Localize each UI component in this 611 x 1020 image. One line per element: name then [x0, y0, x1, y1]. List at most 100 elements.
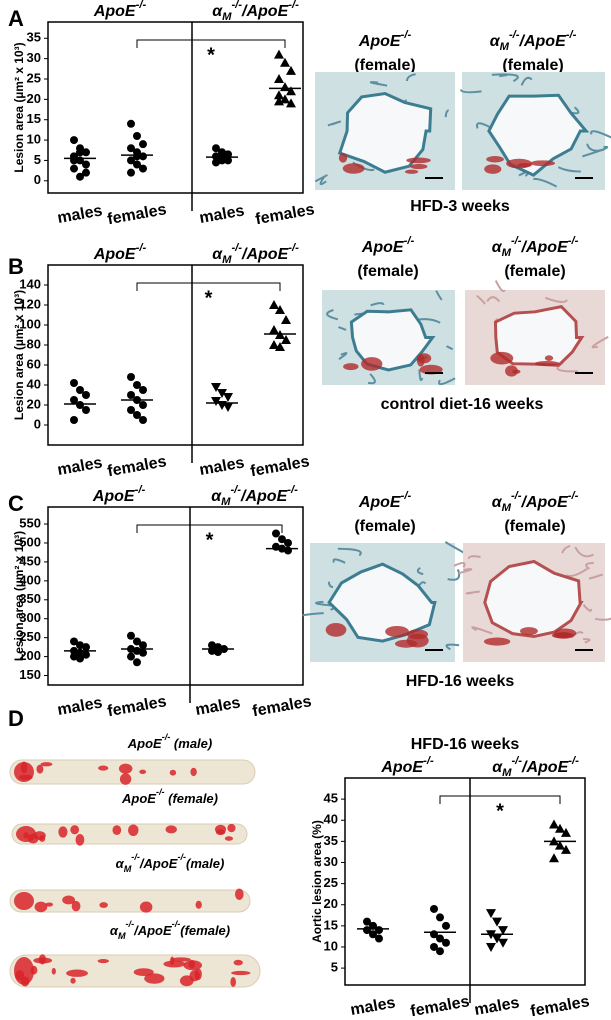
y-tick-label: 35 — [27, 30, 41, 45]
data-point — [70, 136, 78, 145]
x-tick-label: females — [529, 993, 591, 1020]
x-tick-label: males — [56, 454, 104, 479]
y-axis-label: Aortic lesion area (%) — [310, 820, 324, 943]
data-point — [82, 643, 90, 652]
significance-bracket — [136, 524, 283, 533]
aorta-lesion — [14, 892, 34, 910]
data-point — [281, 335, 291, 344]
label-part: -/- — [423, 755, 434, 767]
label-part: α — [211, 488, 222, 505]
data-point — [278, 535, 286, 544]
data-point — [212, 158, 220, 167]
label-part: /ApoE — [139, 856, 178, 871]
y-tick-label: 140 — [19, 276, 41, 291]
significance-bracket — [136, 39, 286, 48]
data-point — [274, 49, 284, 59]
label-part: -/- — [287, 484, 298, 496]
data-point — [139, 641, 147, 650]
label-part: ApoE — [121, 791, 156, 806]
tissue-fiber — [435, 290, 443, 301]
tissue-fiber — [369, 81, 388, 87]
data-point — [486, 942, 496, 952]
condition-label: HFD-16 weeks — [406, 673, 515, 690]
tissue-fiber — [585, 561, 594, 570]
label-part: α — [490, 33, 501, 50]
data-point — [274, 74, 284, 83]
data-point — [280, 57, 290, 67]
data-point — [284, 546, 292, 555]
significance-bracket — [136, 282, 281, 291]
data-point — [76, 172, 84, 181]
data-point — [436, 934, 444, 943]
label-part: /ApoE — [240, 488, 289, 505]
tissue-fiber — [338, 352, 348, 361]
label-part: -/- — [136, 0, 147, 11]
data-point — [133, 381, 141, 389]
label-part: -/- — [126, 919, 135, 929]
tissue-fiber — [315, 600, 334, 607]
significance-star: * — [207, 44, 215, 66]
lesion — [512, 369, 521, 374]
data-point — [70, 652, 78, 661]
lesion — [385, 625, 409, 638]
tissue-fiber — [444, 109, 449, 118]
lesion — [520, 627, 538, 636]
y-tick-label: 0 — [34, 416, 41, 431]
aorta-lesion — [188, 959, 196, 969]
image-caption: ApoE-/- — [358, 490, 412, 511]
label-part: ApoE — [93, 246, 137, 263]
data-point — [549, 819, 559, 829]
aorta-lesion — [233, 959, 243, 966]
label-part: -/- — [172, 919, 181, 929]
tissue-fiber — [445, 541, 465, 554]
panel-letter: B — [8, 254, 24, 279]
label-part: -/- — [511, 755, 522, 767]
label-part: -/- — [162, 732, 171, 742]
tissue-fiber — [338, 326, 347, 331]
label-part: ApoE — [92, 488, 136, 505]
aorta-lesion — [189, 970, 200, 982]
aorta-lesion — [215, 829, 226, 836]
aorta-lesion — [36, 764, 44, 774]
label-part: -/- — [401, 490, 412, 502]
label-part: -/- — [131, 852, 140, 862]
data-point — [280, 82, 290, 92]
y-tick-label: 40 — [27, 376, 41, 391]
data-point — [127, 631, 135, 640]
data-point — [82, 391, 90, 399]
data-point — [82, 650, 90, 659]
plot-frame — [344, 777, 586, 986]
data-point — [76, 654, 84, 663]
y-tick-label: 120 — [19, 296, 41, 311]
x-tick-label: females — [106, 201, 168, 228]
data-point — [82, 160, 90, 169]
x-tick-label: females — [254, 201, 316, 228]
group-label: αM-/-/ApoE-/- — [492, 755, 579, 779]
data-point — [70, 164, 78, 173]
label-part: -/- — [401, 29, 412, 41]
x-tick-label: males — [194, 694, 242, 719]
label-part: /ApoE — [521, 759, 570, 776]
label-part: ApoE — [358, 494, 402, 511]
tissue-fiber — [445, 643, 460, 651]
data-point — [492, 917, 502, 927]
data-point — [139, 140, 147, 149]
aorta-lesion — [75, 833, 85, 846]
lesion — [517, 163, 532, 168]
y-tick-label: 80 — [27, 336, 41, 351]
label-part: /ApoE — [241, 3, 290, 20]
data-point — [133, 637, 141, 646]
data-point — [561, 844, 571, 854]
label-part: α — [110, 923, 119, 938]
y-tick-label: 150 — [19, 667, 41, 682]
tissue-fiber — [319, 175, 327, 186]
aorta-lesion — [34, 901, 48, 913]
data-point — [284, 538, 292, 547]
plot-frame — [47, 506, 304, 686]
tissue-fiber — [520, 76, 533, 86]
group-label: αM-/-/ApoE-/- — [211, 484, 298, 508]
label-part: ApoE — [93, 3, 137, 20]
label-part: /ApoE — [241, 246, 290, 263]
data-point — [76, 401, 84, 409]
group-label: ApoE-/- — [380, 755, 434, 776]
